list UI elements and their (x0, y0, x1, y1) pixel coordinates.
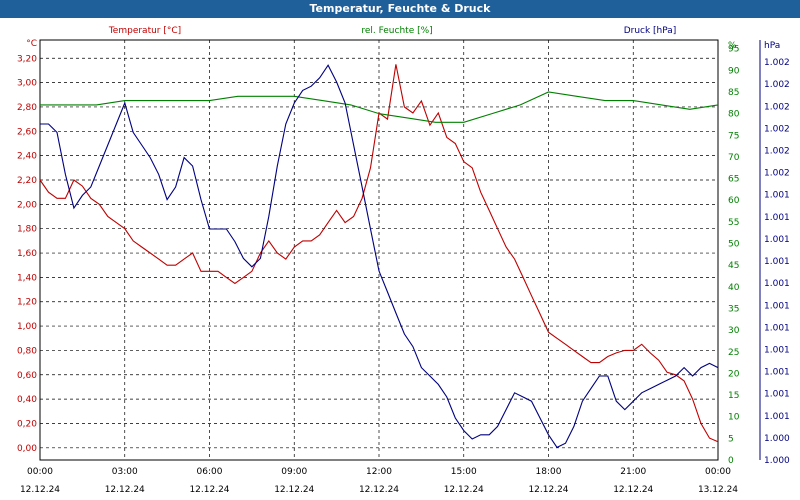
temp-tick-label: 2,60 (17, 127, 37, 137)
humidity-tick-label: 85 (728, 88, 739, 98)
temp-tick-label: 1,80 (17, 225, 37, 235)
pressure-tick-label: 1.002 (764, 102, 790, 112)
axes (39, 39, 761, 461)
pressure-tick-label: 1.001 (764, 412, 790, 422)
temp-tick-label: 1,00 (17, 322, 37, 332)
temp-tick-label: 0,00 (17, 444, 37, 454)
temp-tick-label: 0,40 (17, 395, 37, 405)
humidity-tick-label: 0 (728, 456, 734, 466)
humidity-tick-label: 15 (728, 391, 739, 401)
humidity-tick-label: 90 (728, 66, 740, 76)
temp-tick-label: 2,20 (17, 176, 37, 186)
series-line-pressure (40, 64, 719, 449)
x-tick-date: 12.12.24 (20, 485, 60, 495)
plot-frame (39, 39, 719, 461)
x-tick-time: 00:00 (27, 467, 53, 477)
grid (40, 40, 718, 460)
humidity-tick-label: 95 (728, 45, 739, 55)
temp-tick-label: 0,60 (17, 371, 37, 381)
pressure-tick-label: 1.002 (764, 124, 790, 134)
temp-tick-label: 2,00 (17, 200, 37, 210)
humidity-tick-label: 50 (728, 240, 740, 250)
pressure-tick-label: 1.001 (764, 345, 790, 355)
x-tick-time: 00:00 (705, 467, 731, 477)
legend-entry: Druck [hPa] (624, 26, 677, 36)
humidity-tick-label: 20 (728, 369, 740, 379)
labels-layer: 0,00 0,20 0,40 0,60 0,80 1,00 1,20 1,40 1,60 1,80… (17, 26, 790, 495)
humidity-tick-label: 45 (728, 261, 739, 271)
humidity-tick-label: 40 (728, 283, 740, 293)
humidity-tick-label: 10 (728, 413, 740, 423)
temp-tick-label: 2,40 (17, 152, 37, 162)
x-tick-date: 12.12.24 (528, 485, 568, 495)
pressure-tick-label: 1.001 (764, 323, 790, 333)
humidity-tick-label: 65 (728, 175, 739, 185)
x-tick-date: 12.12.24 (189, 485, 229, 495)
pressure-tick-label: 1.000 (764, 456, 790, 466)
x-tick-time: 03:00 (112, 467, 138, 477)
temp-tick-label: 0,80 (17, 346, 37, 356)
series-layer (39, 64, 719, 449)
pressure-tick-label: 1.000 (764, 434, 790, 444)
humidity-tick-label: 80 (728, 110, 740, 120)
humidity-tick-label: 70 (728, 153, 740, 163)
legend-entry: rel. Feuchte [%] (361, 26, 432, 36)
x-tick-time: 15:00 (451, 467, 477, 477)
humidity-tick-label: 60 (728, 196, 740, 206)
pressure-tick-label: 1.001 (764, 235, 790, 245)
series-line-temperature (39, 64, 719, 443)
x-tick-time: 18:00 (536, 467, 562, 477)
humidity-tick-label: 55 (728, 218, 739, 228)
pressure-tick-label: 1.002 (764, 169, 790, 179)
x-tick-time: 09:00 (281, 467, 307, 477)
temp-tick-label: 1,40 (17, 273, 37, 283)
x-tick-date: 13.12.24 (698, 485, 738, 495)
temp-tick-label: 2,80 (17, 103, 37, 113)
x-tick-date: 12.12.24 (359, 485, 399, 495)
pressure-tick-label: 1.001 (764, 191, 790, 201)
temp-axis-unit: °C (26, 39, 37, 49)
x-tick-date: 12.12.24 (105, 485, 145, 495)
x-tick-time: 06:00 (197, 467, 223, 477)
pressure-tick-label: 1.001 (764, 301, 790, 311)
temp-tick-label: 1,20 (17, 298, 37, 308)
x-tick-time: 12:00 (366, 467, 392, 477)
pressure-tick-label: hPa (764, 41, 780, 51)
humidity-tick-label: 35 (728, 304, 739, 314)
temp-tick-label: 3,00 (17, 79, 37, 89)
pressure-tick-label: 1.001 (764, 279, 790, 289)
pressure-tick-label: 1.002 (764, 147, 790, 157)
temp-tick-label: 3,20 (17, 54, 37, 64)
humidity-tick-label: 25 (728, 348, 739, 358)
pressure-tick-label: 1.001 (764, 390, 790, 400)
pressure-tick-label: 1.002 (764, 80, 790, 90)
humidity-tick-label: 30 (728, 326, 740, 336)
legend-entry: Temperatur [°C] (108, 26, 181, 36)
pressure-tick-label: 1.001 (764, 257, 790, 267)
x-tick-date: 12.12.24 (274, 485, 314, 495)
temp-tick-label: 0,20 (17, 419, 37, 429)
chart-title: Temperatur, Feuchte & Druck (0, 0, 800, 18)
pressure-tick-label: 1.001 (764, 368, 790, 378)
x-tick-time: 21:00 (620, 467, 646, 477)
temp-tick-label: 1,60 (17, 249, 37, 259)
pressure-tick-label: 1.002 (764, 58, 790, 68)
pressure-tick-label: 1.001 (764, 213, 790, 223)
x-tick-date: 12.12.24 (613, 485, 653, 495)
x-tick-date: 12.12.24 (444, 485, 484, 495)
humidity-tick-label: % (728, 41, 737, 51)
series-line-humidity (40, 91, 719, 123)
humidity-tick-label: 5 (728, 434, 734, 444)
humidity-tick-label: 75 (728, 131, 739, 141)
